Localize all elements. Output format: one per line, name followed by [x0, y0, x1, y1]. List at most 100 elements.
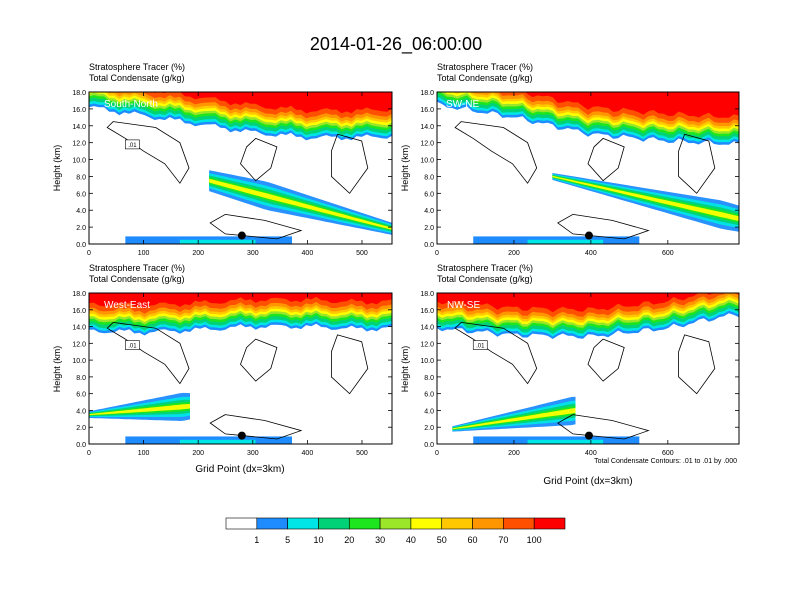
y-tick-label: 0.0: [424, 242, 434, 249]
plot-frame: [436, 91, 740, 245]
x-tick-label: 400: [302, 450, 314, 457]
tracer-band: [525, 92, 739, 118]
x-tick-label: 0: [435, 250, 439, 257]
x-tick-label: 100: [138, 250, 150, 257]
y-tick-label: 10.0: [72, 158, 86, 165]
x-tick-label: 0: [87, 250, 91, 257]
location-marker: [237, 231, 246, 240]
figure-title: 2014-01-26_06:00:00: [310, 34, 482, 55]
x-tick-label: 500: [356, 450, 368, 457]
colorbar-swatch: [287, 517, 319, 530]
colorbar-swatch: [318, 517, 350, 530]
x-tick-label: 600: [662, 250, 674, 257]
x-tick-label: 300: [247, 450, 259, 457]
tracer-band: [89, 293, 392, 309]
surface-tracer: [179, 439, 256, 444]
plot-frame: [436, 292, 740, 445]
condensate-contour: [678, 334, 716, 395]
contour-label-text: .01: [128, 143, 137, 149]
condensate-contour: [209, 213, 303, 240]
condensate-contour: [678, 133, 716, 194]
y-tick-label: 16.0: [420, 308, 434, 315]
tracer-fill: [89, 293, 392, 444]
colorbar-tick-label: 1: [254, 535, 259, 545]
y-axis-label: Height (km): [52, 145, 62, 192]
x-tick-label: 500: [356, 250, 368, 257]
y-tick-label: 6.0: [76, 392, 86, 399]
cross-section-label: SW-NE: [446, 99, 479, 110]
tracer-plume: [209, 178, 392, 230]
y-axis-label: Height (km): [52, 346, 62, 393]
colorbar-tick-label: 10: [313, 535, 323, 545]
condensate-contour: [587, 338, 625, 382]
y-tick-label: 0.0: [424, 442, 434, 449]
cross-section-label: South-North: [104, 99, 158, 110]
y-tick-label: 18.0: [72, 90, 86, 97]
axes: 0.0 2.0 4.0 6.0 8.0 10.0 12.0 14.0 16.0 18.0 0 100 2…: [72, 90, 392, 257]
contour-label-box: [125, 139, 140, 150]
colorbar-tick-label: 30: [375, 535, 385, 545]
colorbar-tick-label: 70: [498, 535, 508, 545]
x-tick-label: 200: [192, 450, 204, 457]
y-tick-label: 14.0: [72, 124, 86, 131]
plot-frame: [88, 292, 393, 445]
y-tick-label: 4.0: [424, 208, 434, 215]
contour-label-box: [125, 340, 140, 350]
y-tick-label: 8.0: [76, 174, 86, 181]
y-tick-label: 6.0: [424, 191, 434, 198]
y-axis-label: Height (km): [400, 145, 410, 192]
y-axis-label: Height (km): [400, 346, 410, 393]
condensate-contour: [240, 137, 278, 182]
y-tick-label: 10.0: [72, 358, 86, 365]
colorbar-swatch: [472, 517, 504, 530]
location-marker: [584, 431, 593, 440]
panel-title-tracer: Stratosphere Tracer (%): [437, 263, 533, 273]
y-tick-label: 4.0: [424, 408, 434, 415]
y-tick-label: 14.0: [72, 325, 86, 332]
tracer-plume: [552, 175, 739, 221]
x-tick-label: 200: [508, 250, 520, 257]
condensate-contour: [240, 338, 278, 382]
condensate-contour: [557, 213, 650, 240]
y-tick-label: 16.0: [420, 107, 434, 114]
surface-tracer: [527, 239, 604, 244]
contour-label-text: .01: [476, 344, 485, 350]
y-tick-label: 10.0: [420, 358, 434, 365]
y-tick-label: 8.0: [424, 375, 434, 382]
colorbar-swatch: [503, 517, 535, 530]
y-tick-label: 14.0: [420, 124, 434, 131]
colorbar-tick-label: 40: [406, 535, 416, 545]
x-tick-label: 600: [662, 450, 674, 457]
colorbar-tick-label: 5: [285, 535, 290, 545]
y-tick-label: 14.0: [420, 325, 434, 332]
x-tick-label: 200: [192, 250, 204, 257]
y-tick-label: 6.0: [424, 392, 434, 399]
contour-label-box: [472, 340, 488, 350]
colorbar-swatch: [225, 517, 258, 530]
colorbar-swatch: [533, 517, 566, 530]
condensate-contours: [106, 121, 369, 240]
location-marker: [237, 431, 246, 440]
tracer-plume: [452, 408, 576, 430]
panel-title-condensate: Total Condensate (g/kg): [437, 73, 533, 83]
condensate-contours: [106, 321, 369, 440]
y-tick-label: 10.0: [420, 158, 434, 165]
colorbar-swatch: [379, 517, 412, 530]
y-tick-label: 2.0: [424, 425, 434, 432]
x-axis-label: Grid Point (dx=3km): [543, 476, 632, 487]
y-tick-label: 12.0: [72, 141, 86, 148]
tracer-band: [437, 293, 715, 313]
colorbar-tick-label: 60: [468, 535, 478, 545]
y-tick-label: 4.0: [76, 408, 86, 415]
colorbar-swatch: [348, 517, 381, 530]
y-tick-label: 16.0: [72, 308, 86, 315]
tracer-fill: [437, 293, 739, 444]
colorbar-tick-label: 20: [344, 535, 354, 545]
y-tick-label: 2.0: [76, 225, 86, 232]
panel-sw-ne: Stratosphere Tracer (%) Total Condensate…: [400, 62, 740, 257]
x-tick-label: 400: [585, 450, 597, 457]
y-tick-label: 0.0: [76, 242, 86, 249]
y-tick-label: 18.0: [72, 291, 86, 298]
condensate-contour: [106, 321, 190, 385]
x-tick-label: 200: [508, 450, 520, 457]
